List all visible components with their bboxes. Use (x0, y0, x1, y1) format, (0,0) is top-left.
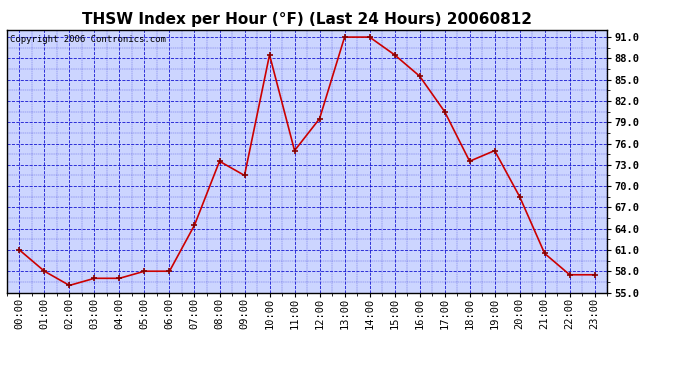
Title: THSW Index per Hour (°F) (Last 24 Hours) 20060812: THSW Index per Hour (°F) (Last 24 Hours)… (82, 12, 532, 27)
Text: Copyright 2006 Contronics.com: Copyright 2006 Contronics.com (10, 35, 166, 44)
